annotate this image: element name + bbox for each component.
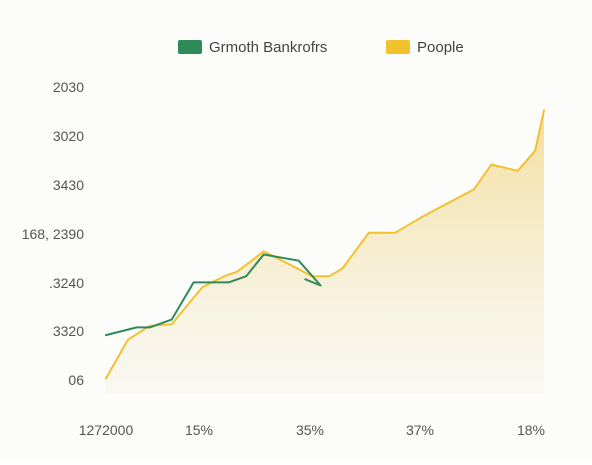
- data-point-grmoth-bankrofrs-9[interactable]: [318, 283, 324, 289]
- data-point-poople-18[interactable]: [515, 168, 521, 174]
- data-point-grmoth-bankrofrs-0[interactable]: [103, 332, 109, 338]
- data-point-poople-11[interactable]: [340, 265, 346, 271]
- data-point-grmoth-bankrofrs-3[interactable]: [169, 317, 175, 323]
- data-point-poople-17[interactable]: [488, 162, 494, 168]
- data-point-poople-0[interactable]: [103, 376, 109, 382]
- y-tick-label: .3240: [49, 275, 84, 291]
- data-point-poople-4[interactable]: [199, 284, 205, 290]
- x-tick-label: 18%: [517, 422, 545, 438]
- data-point-poople-14[interactable]: [418, 214, 424, 220]
- x-tick-label: 1272000: [79, 422, 134, 438]
- data-point-poople-5[interactable]: [221, 273, 227, 279]
- x-axis: 1272000 15% 35% 37% 18%: [79, 422, 545, 438]
- data-point-grmoth-bankrofrs-2[interactable]: [147, 324, 153, 330]
- y-axis: 2030 3020 3430 168, 2390 .3240 3320 06: [22, 79, 85, 388]
- x-tick-label: 35%: [296, 422, 324, 438]
- y-tick-label: 2030: [53, 79, 84, 95]
- data-point-poople-10[interactable]: [326, 273, 332, 279]
- legend-item-poople[interactable]: Poople: [386, 39, 464, 56]
- y-tick-label: 3430: [53, 177, 84, 193]
- data-point-grmoth-bankrofrs-10[interactable]: [302, 276, 308, 282]
- series-line-poople[interactable]: [105, 109, 545, 380]
- series-area-poople: [106, 110, 544, 395]
- legend-swatch-poople: [386, 40, 410, 54]
- data-point-grmoth-bankrofrs-8[interactable]: [296, 258, 302, 264]
- data-point-poople-16[interactable]: [471, 186, 477, 192]
- data-point-poople-6[interactable]: [234, 269, 240, 275]
- data-point-grmoth-bankrofrs-5[interactable]: [226, 279, 232, 285]
- data-point-poople-8[interactable]: [291, 264, 297, 270]
- x-tick-label: 37%: [406, 422, 434, 438]
- y-tick-label: 3020: [53, 128, 84, 144]
- legend: Grmoth Bankrofrs Poople: [178, 39, 464, 56]
- legend-swatch-grmoth-bankrofrs: [178, 40, 202, 54]
- data-point-poople-19[interactable]: [532, 148, 538, 154]
- data-point-poople-12[interactable]: [366, 230, 372, 236]
- data-point-grmoth-bankrofrs-7[interactable]: [261, 252, 267, 258]
- plot-area: [103, 107, 547, 395]
- data-point-grmoth-bankrofrs-6[interactable]: [243, 273, 249, 279]
- data-point-grmoth-bankrofrs-1[interactable]: [134, 324, 140, 330]
- series-line-grmoth-bankrofrs[interactable]: [105, 253, 322, 337]
- y-tick-label: 3320: [53, 323, 84, 339]
- legend-label-poople: Poople: [417, 39, 464, 56]
- x-tick-label: 15%: [185, 422, 213, 438]
- y-tick-label: 168, 2390: [22, 226, 84, 242]
- y-tick-label: 06: [68, 372, 84, 388]
- data-point-poople-13[interactable]: [392, 230, 398, 236]
- legend-item-grmoth-bankrofrs[interactable]: Grmoth Bankrofrs: [178, 39, 327, 56]
- data-point-poople-20[interactable]: [541, 107, 547, 113]
- data-point-poople-1[interactable]: [125, 337, 131, 343]
- data-point-poople-15[interactable]: [445, 200, 451, 206]
- data-point-grmoth-bankrofrs-4[interactable]: [191, 279, 197, 285]
- legend-label-grmoth-bankrofrs: Grmoth Bankrofrs: [209, 39, 327, 56]
